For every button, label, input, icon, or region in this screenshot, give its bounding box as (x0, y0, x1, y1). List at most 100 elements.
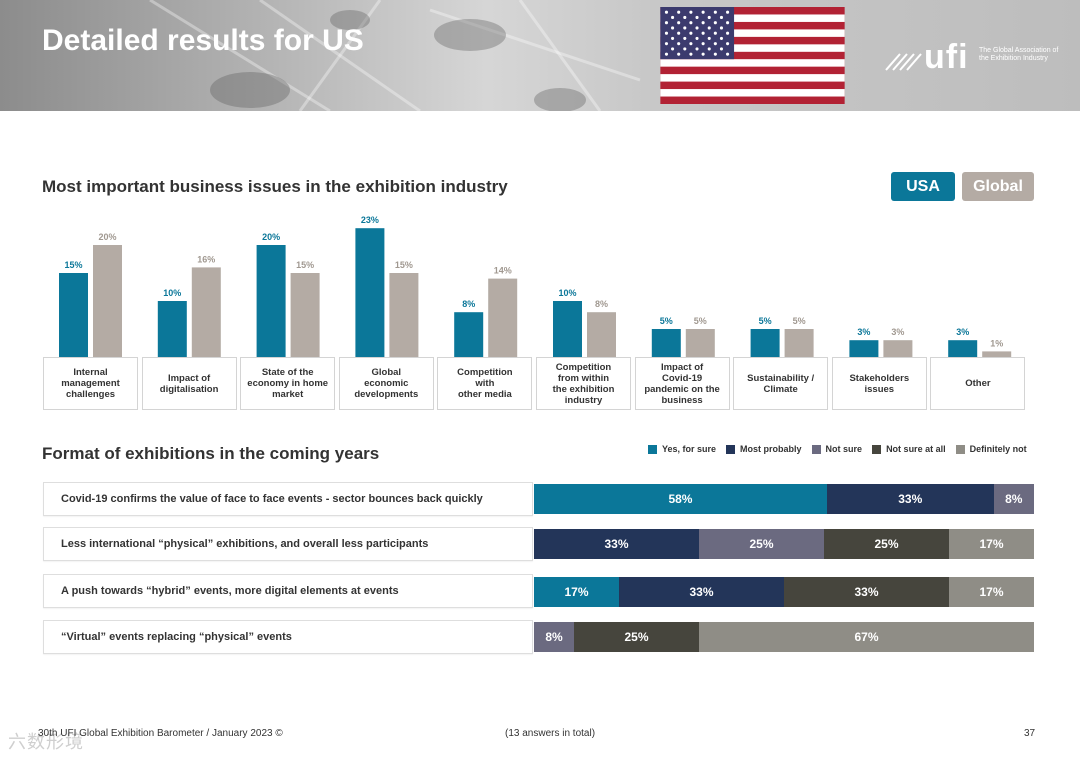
bar-usa-3 (355, 228, 385, 357)
category-label-4: Competition with other media (437, 357, 533, 410)
category-label-line: developments (354, 389, 419, 400)
legend-swatch (872, 444, 882, 454)
bar-usa-5 (553, 301, 582, 357)
bar-global-0 (93, 245, 122, 357)
legend-swatch (955, 444, 965, 454)
global-toggle-button[interactable]: Global (962, 172, 1034, 201)
legend-item-3: Not sure at all (872, 444, 946, 454)
bar-global-7 (784, 329, 814, 357)
bar-label-global-2: 15% (296, 260, 314, 270)
bar-label-global-7: 5% (793, 316, 806, 326)
bar-label-global-5: 8% (595, 299, 608, 309)
category-label-line: Climate (763, 383, 798, 395)
category-label-line: Impact of (660, 361, 704, 373)
category-label-line: Competition (457, 367, 513, 378)
bar-usa-4 (454, 312, 484, 357)
format-segment-1-4: 17% (949, 529, 1034, 559)
category-label-line: Other (965, 378, 991, 389)
bar-usa-6 (651, 329, 681, 357)
bar-label-global-4: 14% (494, 266, 512, 276)
us-flag-icon (660, 7, 845, 104)
category-label-9: Other (930, 357, 1026, 410)
watermark: 六数形境 (8, 732, 84, 752)
category-label-line: other media (457, 389, 512, 400)
legend-label: Not sure (825, 444, 863, 454)
bar-label-global-0: 20% (98, 232, 116, 242)
legend-label: Most probably (740, 444, 802, 454)
page-title: Detailed results for US (42, 24, 364, 57)
category-label-line: challenges (65, 389, 116, 400)
legend-swatch (726, 444, 736, 454)
bar-label-global-1: 16% (197, 254, 215, 264)
category-label-line: digitalisation (159, 383, 219, 395)
category-label-6: Impact of Covid-19 pandemic on the business (634, 357, 730, 410)
bar-global-8 (883, 340, 913, 357)
format-segment-3-2: 8% (534, 622, 574, 652)
bar-usa-9 (948, 340, 978, 357)
bar-global-2 (290, 273, 320, 357)
category-label-line: issues (864, 383, 895, 395)
business-issues-title: Most important business issues in the ex… (42, 177, 508, 196)
legend-swatch (811, 444, 821, 454)
legend-label: Not sure at all (886, 444, 946, 454)
usa-toggle-button[interactable]: USA (891, 172, 955, 201)
category-label-line: market (272, 389, 304, 400)
format-row-label-0: Covid-19 confirms the value of face to f… (43, 482, 533, 516)
bar-usa-2 (256, 245, 286, 357)
bar-label-usa-5: 10% (558, 288, 576, 298)
legend-label: Definitely not (969, 444, 1027, 454)
ufi-logo-marks (885, 53, 922, 71)
format-segment-2-0: 17% (534, 577, 619, 607)
category-label-8: Stakeholders issues (831, 357, 927, 410)
category-label-3: Global economic developments (338, 357, 434, 410)
bar-global-4 (488, 278, 518, 357)
bar-usa-0 (59, 273, 88, 357)
category-label-line: State of the (261, 367, 314, 378)
ufi-logo-word: ufi (924, 38, 969, 76)
category-label-5: Competition from within the exhibition indu… (536, 357, 631, 410)
legend-item-2: Not sure (811, 444, 863, 454)
category-label-line: economic (364, 378, 409, 389)
bar-label-usa-9: 3% (956, 327, 969, 337)
bar-global-6 (685, 329, 715, 357)
category-label-line: Stakeholders (849, 372, 910, 384)
footer-source: 30th UFI Global Exhibition Barometer / J… (38, 728, 283, 739)
legend-label: Yes, for sure (662, 444, 717, 454)
bar-global-1 (191, 267, 221, 357)
bar-label-usa-4: 8% (462, 299, 475, 309)
format-segment-2-3: 33% (784, 577, 949, 607)
bar-label-global-9: 1% (990, 338, 1003, 348)
bar-label-usa-2: 20% (262, 232, 280, 242)
bar-usa-8 (849, 340, 879, 357)
category-label-line: Global (371, 367, 402, 378)
category-label-0: Internal management challenges (43, 357, 138, 410)
format-row-bar-2: 17% 33% 33% 17% (534, 577, 1034, 607)
bar-global-3 (389, 273, 419, 357)
format-row-label-1: Less international “physical” exhibition… (43, 527, 533, 561)
bar-label-usa-3: 23% (361, 215, 379, 225)
format-segment-0-1: 33% (826, 484, 994, 514)
category-label-line: management (61, 378, 120, 389)
category-label-line: with (475, 378, 495, 389)
business-issues-bar-chart: 15% 20% 10% 16% 20% 15% 23% 15% 8% 14% 10% 8% 5% 5% 5%… (59, 215, 1012, 357)
bar-label-usa-1: 10% (163, 288, 181, 298)
category-label-7: Sustainability / Climate (733, 357, 829, 410)
category-label-line: the exhibition (552, 383, 615, 395)
format-segment-0-2: 8% (993, 484, 1034, 514)
header-banner: Detailed results for US ufi The Global A… (0, 0, 1080, 111)
format-segment-1-1: 33% (534, 529, 699, 559)
header-background-photo (149, 0, 641, 111)
category-label-line: business (661, 394, 703, 406)
category-label-line: industry (564, 394, 603, 406)
category-label-line: economy in home (247, 378, 329, 389)
format-legend: Yes, for sure Most probably Not sure Not su… (648, 444, 1037, 454)
category-label-line: Internal (73, 367, 108, 378)
bar-global-5 (587, 312, 616, 357)
format-row-bar-3: 8% 25% 67% (534, 622, 1034, 652)
format-segment-2-4: 17% (949, 577, 1034, 607)
category-label-1: Impact of digitalisation (141, 357, 237, 410)
bar-label-global-3: 15% (395, 260, 413, 270)
category-label-line: Sustainability / (747, 372, 815, 384)
legend-swatch (648, 444, 657, 454)
page-number: 37 (1024, 728, 1036, 739)
